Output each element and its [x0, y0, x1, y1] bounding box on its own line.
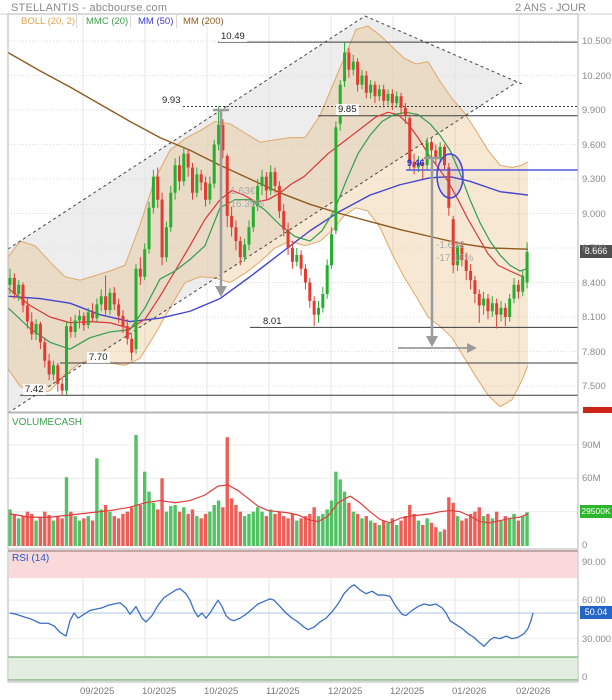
- date-axis-label: 09/2025: [80, 686, 115, 697]
- volume-axis-tick: 90M: [582, 440, 601, 451]
- measure-1-amount: -1.63€: [227, 186, 256, 197]
- price-axis-tick: 9.300: [582, 174, 606, 185]
- legend-item-mmc[interactable]: MMC (20): [86, 16, 129, 27]
- last-price-badge: 8.666: [580, 245, 612, 258]
- date-axis-label: 01/2026: [452, 686, 487, 697]
- price-axis-tick: 7.500: [582, 381, 606, 392]
- volume-axis-tick: 60M: [582, 473, 601, 485]
- rsi-axis-tick: 0: [582, 672, 588, 684]
- timeframe-label: 2 ANS - JOUR: [515, 2, 586, 14]
- legend-item-mm[interactable]: MM (200): [183, 16, 224, 27]
- measure-2-label: -1.63€ -17.16%: [436, 240, 473, 265]
- date-axis-label: 02/2026: [516, 686, 551, 697]
- date-axis-label: 10/2025: [142, 686, 177, 697]
- date-axis-label: 12/2025: [390, 686, 425, 697]
- volume-axis-tick: 0: [582, 540, 588, 551]
- date-axis-label: 10/2025: [204, 686, 239, 697]
- measure-2-amount: -1.63€: [436, 240, 465, 251]
- price-axis-tick: 7.800: [582, 346, 606, 358]
- price-level-label: 7.70: [87, 351, 110, 363]
- price-axis-tick: 8.700: [582, 243, 606, 254]
- legend-item-mm[interactable]: MM (50): [138, 16, 174, 27]
- price-level-label: 10.49: [219, 30, 247, 42]
- measure-1-percent: -16.39%: [227, 198, 265, 210]
- price-level-label: 7.42: [23, 383, 46, 395]
- price-axis-tick: 9.000: [582, 208, 606, 220]
- price-axis-tick: 8.100: [582, 312, 606, 323]
- price-axis-tick: 10.200: [582, 70, 612, 82]
- measure-1-label: -1.63€ -16.39%: [227, 186, 264, 211]
- rsi-axis-tick: 60.00: [582, 595, 606, 607]
- legend-separator: [130, 15, 131, 28]
- page-title: STELLANTIS - abcbourse.com: [11, 2, 168, 14]
- legend-item-boll[interactable]: BOLL (20, 2): [21, 16, 76, 27]
- measure-2-percent: -17.16%: [436, 252, 474, 264]
- price-level-label: 9.93: [160, 95, 183, 107]
- rsi-axis-tick: 30.000: [582, 633, 612, 645]
- price-level-label: 8.01: [261, 315, 284, 327]
- date-axis-label: 12/2025: [328, 686, 363, 697]
- rsi-axis-tick: 90.00: [582, 556, 606, 568]
- rsi-panel-label: RSI (14): [12, 553, 50, 564]
- price-axis-tick: 9.900: [582, 105, 606, 116]
- legend-separator: [76, 15, 77, 28]
- price-axis-tick: 9.600: [582, 139, 606, 151]
- price-axis-tick: 10.500: [582, 36, 612, 47]
- price-axis-tick: 8.400: [582, 277, 606, 289]
- resistance-price-label: 9.46: [407, 158, 425, 168]
- last-rsi-badge: 50.04: [580, 606, 612, 619]
- volume-panel-label: VOLUMECASH: [12, 417, 83, 428]
- date-axis-label: 11/2025: [266, 686, 300, 697]
- legend-separator: [176, 15, 177, 28]
- last-volume-badge: 29500K: [580, 505, 612, 518]
- price-level-label: 9.85: [336, 104, 359, 116]
